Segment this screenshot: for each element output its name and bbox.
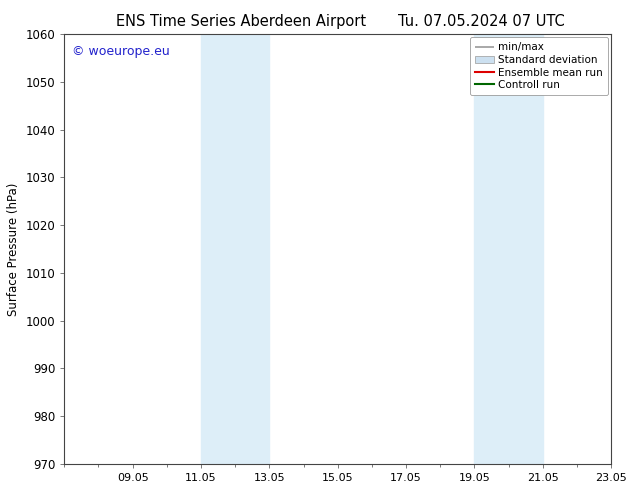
Text: ENS Time Series Aberdeen Airport: ENS Time Series Aberdeen Airport [116, 14, 366, 29]
Text: © woeurope.eu: © woeurope.eu [72, 45, 171, 58]
Text: Tu. 07.05.2024 07 UTC: Tu. 07.05.2024 07 UTC [398, 14, 566, 29]
Bar [201, 34, 269, 464]
Y-axis label: Surface Pressure (hPa): Surface Pressure (hPa) [7, 182, 20, 316]
Bar [474, 34, 543, 464]
Legend: min/max, Standard deviation, Ensemble mean run, Controll run: min/max, Standard deviation, Ensemble me… [470, 37, 608, 96]
